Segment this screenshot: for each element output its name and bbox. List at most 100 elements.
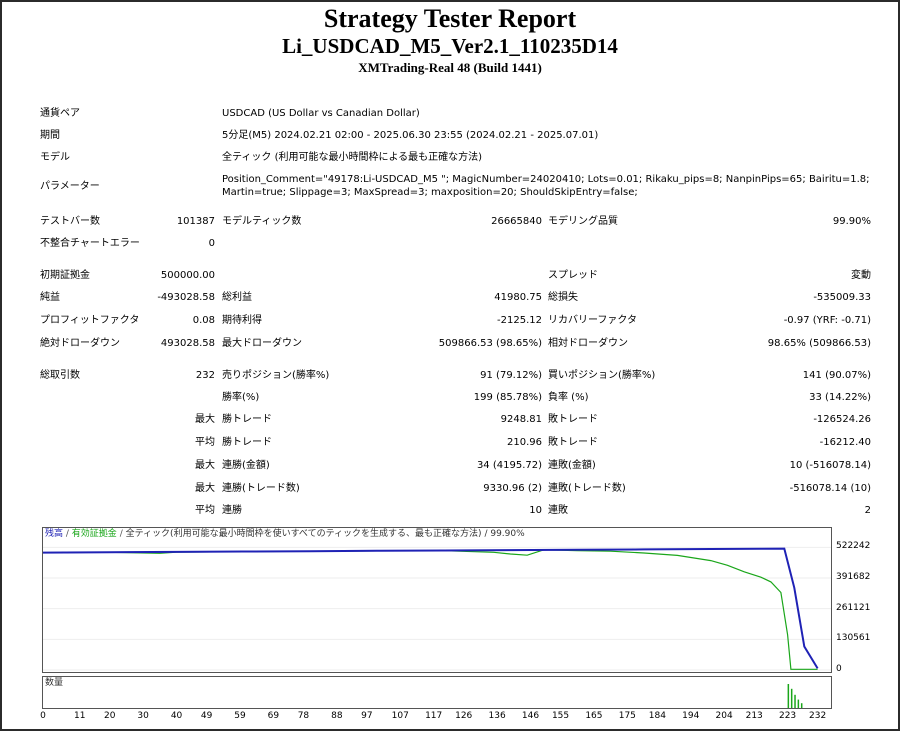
x-tick-label: 194: [682, 711, 700, 721]
legend-balance: 残高: [45, 529, 64, 539]
grossprofit-value: 41980.75: [494, 292, 542, 303]
expert-name: Li_USDCAD_M5_Ver2.1_110235D14: [282, 34, 618, 58]
x-tick-label: 107: [391, 711, 409, 721]
lossrate-label: 負率 (%): [548, 392, 589, 403]
recovery-label: リカバリーファクタ: [548, 315, 637, 326]
short-label: 売りポジション(勝率%): [222, 370, 330, 381]
quality-value: 99.90%: [832, 216, 871, 227]
largest-win-label: 勝トレード: [222, 414, 272, 425]
x-tick-label: 11: [73, 711, 86, 721]
period-value: 5分足(M5) 2024.02.21 02:00 - 2025.06.30 23…: [222, 130, 599, 141]
x-tick-label: 88: [331, 711, 343, 721]
pf-label: プロフィットファクタ: [40, 315, 140, 326]
params-line1: Position_Comment="49178:Li-USDCAD_M5 "; …: [222, 174, 870, 185]
recovery-value: -0.97 (YRF: -0.71): [783, 315, 871, 326]
avg-loss-label: 敗トレード: [548, 437, 598, 448]
largest-win-value: 9248.81: [500, 414, 542, 425]
x-tick-label: 30: [137, 711, 149, 721]
avg-label-2: 平均: [195, 505, 215, 516]
model-value: 全ティック (利用可能な最小時間枠による最も正確な方法): [222, 152, 483, 163]
short-value: 91 (79.12%): [480, 370, 542, 381]
max-label-1: 最大: [195, 414, 215, 425]
cons-loss-money-label: 連敗(金額): [548, 460, 596, 471]
cons-loss-money-value: 10 (-516078.14): [789, 460, 871, 471]
deposit-value: 500000.00: [160, 270, 215, 281]
cons-loss-count-value: -516078.14 (10): [789, 483, 871, 494]
y-tick-label: 261121: [836, 602, 871, 613]
x-tick-label: 97: [361, 711, 373, 721]
volume-bar: [797, 699, 800, 708]
cons-win-count-value: 9330.96 (2): [483, 483, 542, 494]
legend-quality: 99.90%: [490, 529, 525, 539]
reldd-label: 相対ドローダウン: [548, 338, 628, 349]
volume-bar: [790, 688, 793, 708]
netprofit-value: -493028.58: [157, 292, 215, 303]
max-label-2: 最大: [195, 460, 215, 471]
x-tick-label: 184: [648, 711, 666, 721]
cons-win-money-label: 連勝(金額): [222, 460, 270, 471]
spread-label: スプレッド: [548, 270, 598, 281]
reldd-value: 98.65% (509866.53): [767, 338, 871, 349]
legend-volume: 数量: [45, 678, 64, 688]
x-tick-label: 0: [40, 711, 46, 721]
legend-equity: 有効証拠金: [71, 529, 117, 539]
y-tick-label: 130561: [836, 633, 871, 644]
ticks-label: モデルティック数: [222, 216, 302, 227]
grossloss-label: 総損失: [548, 292, 578, 303]
x-tick-label: 136: [488, 711, 506, 721]
x-tick-label: 20: [104, 711, 116, 721]
x-tick-label: 69: [267, 711, 280, 721]
long-value: 141 (90.07%): [802, 370, 871, 381]
mismatch-value: 0: [208, 238, 215, 249]
x-tick-label: 232: [809, 711, 827, 721]
max-label-3: 最大: [195, 483, 215, 494]
bars-value: 101387: [176, 216, 215, 227]
long-label: 買いポジション(勝率%): [548, 370, 656, 381]
netprofit-label: 純益: [40, 292, 60, 303]
x-tick-label: 155: [551, 711, 570, 721]
volume-bar: [787, 684, 790, 708]
x-tick-label: 223: [778, 711, 797, 721]
maxdd-label: 最大ドローダウン: [222, 338, 302, 349]
largest-loss-label: 敗トレード: [548, 414, 598, 425]
winrate-value: 199 (85.78%): [473, 392, 542, 403]
x-tick-label: 175: [618, 711, 636, 721]
avg-cons-win-label: 連勝: [222, 505, 242, 516]
avg-win-value: 210.96: [507, 437, 542, 448]
absdd-label: 絶対ドローダウン: [40, 338, 120, 349]
x-tick-label: 59: [234, 711, 246, 721]
x-tick-label: 78: [297, 711, 310, 721]
x-tick-label: 146: [521, 711, 540, 721]
x-tick-label: 117: [425, 711, 443, 721]
lossrate-value: 33 (14.22%): [809, 392, 871, 403]
expected-value: -2125.12: [497, 315, 542, 326]
balance-chart-svg: [43, 546, 831, 671]
x-tick-label: 40: [170, 711, 183, 721]
grossprofit-label: 総利益: [222, 292, 252, 303]
winrate-label: 勝率(%): [222, 392, 260, 403]
quality-label: モデリング品質: [548, 216, 618, 227]
largest-loss-value: -126524.26: [813, 414, 871, 425]
grossloss-value: -535009.33: [813, 292, 871, 303]
y-tick-label: 391682: [836, 572, 871, 582]
balance-line: [43, 547, 819, 669]
avg-cons-loss-value: 2: [864, 505, 871, 516]
model-label: モデル: [40, 152, 70, 163]
symbol-label: 通貨ペア: [40, 108, 80, 119]
legend-model: 全ティック(利用可能な最小時間枠を使いすべてのティックを生成する、最も正確な方法…: [125, 529, 482, 539]
params-label: パラメーター: [40, 181, 100, 192]
deposit-label: 初期証拠金: [40, 270, 90, 281]
avg-win-label: 勝トレード: [222, 437, 272, 448]
equity-line: [43, 549, 818, 670]
server-name: XMTrading-Real 48 (Build 1441): [358, 60, 542, 75]
ticks-value: 26665840: [491, 216, 542, 227]
params-line2: Martin=true; Slippage=3; MaxSpread=3; ma…: [222, 187, 638, 198]
expected-label: 期待利得: [222, 315, 262, 326]
avg-loss-value: -16212.40: [819, 437, 871, 448]
y-tick-label: 0: [836, 664, 842, 674]
report-title: Strategy Tester Report: [323, 4, 577, 33]
x-tick-label: 49: [200, 711, 213, 721]
y-tick-label: 522242: [836, 541, 871, 552]
period-label: 期間: [40, 130, 60, 141]
